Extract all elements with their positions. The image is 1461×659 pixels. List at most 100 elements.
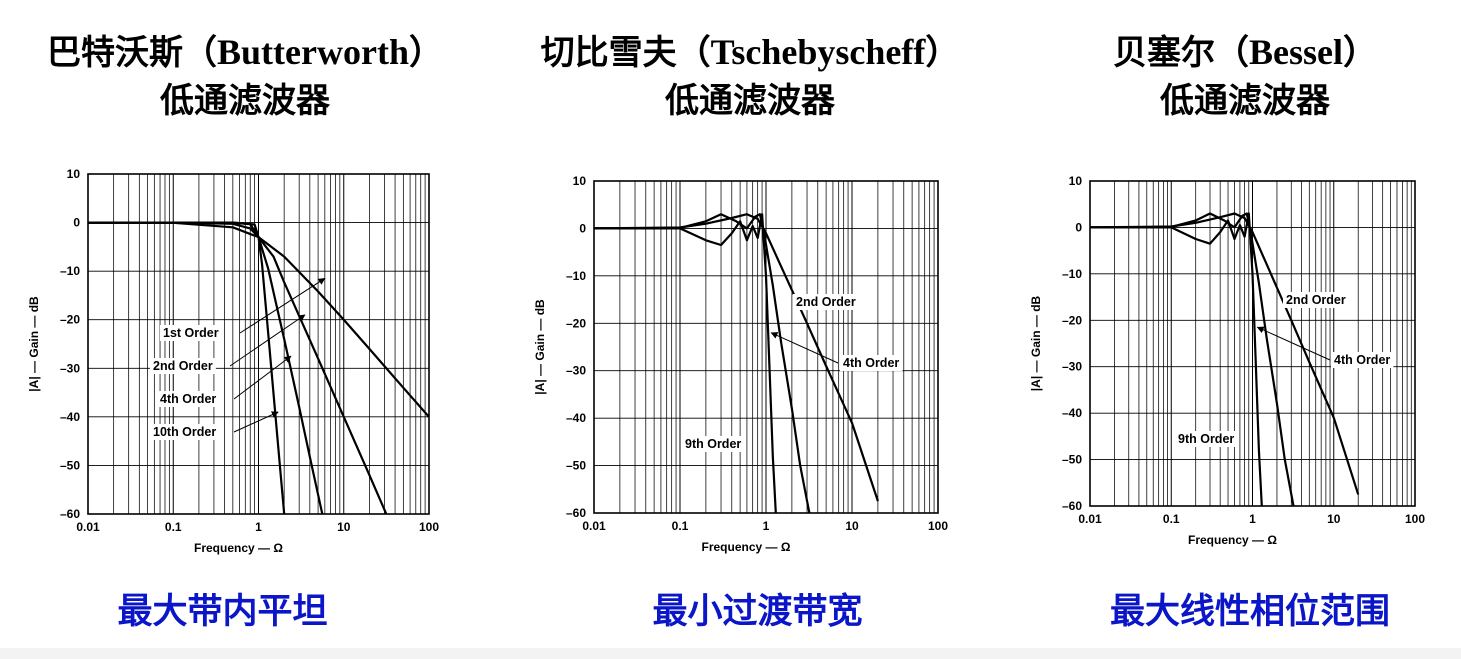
curve-4th-order [1090, 212, 1295, 507]
x-tick-label: 10 [845, 519, 859, 533]
curve-label-bg [1331, 352, 1394, 368]
y-tick-label: –40 [60, 410, 80, 424]
curve-label-bg [157, 391, 220, 407]
plot-frame [87, 173, 430, 515]
butterworth-chart: 100–10–20–30–40–50–600.01 0.1 1 10 100Freque… [27, 167, 439, 555]
grid [594, 180, 938, 514]
curve-label: 2nd Order [153, 359, 213, 373]
x-tick-label: 100 [419, 520, 439, 534]
curve-9th-order [594, 213, 777, 514]
x-axis-label: Frequency — Ω [702, 540, 791, 554]
title-line2: 低通滤波器 [160, 81, 330, 121]
curve-label-arrow [239, 278, 326, 334]
y-tick-label: –20 [1062, 313, 1082, 327]
y-axis-label: |A| — Gain — dB [1029, 295, 1043, 391]
title-cn: 切比雪夫（ [540, 33, 711, 73]
y-tick-label: –40 [1062, 406, 1082, 420]
curve-2nd-order [1090, 212, 1360, 495]
title-en: Bessel [1249, 32, 1343, 72]
x-tick-label: 1 [255, 520, 262, 534]
curve-label: 9th Order [1178, 432, 1234, 446]
x-axis-label: Frequency — Ω [194, 541, 283, 555]
title-cn: 巴特沃斯（ [47, 33, 218, 73]
bottom-strip [0, 648, 1461, 659]
curve-label: 2nd Order [1286, 293, 1346, 307]
curve-label: 2nd Order [796, 295, 856, 309]
curve-label-bg [840, 355, 903, 371]
title-close: ） [925, 33, 960, 73]
curve-label-bg [150, 424, 220, 440]
curve-label-arrow [233, 411, 279, 433]
curve-1st-order [88, 221, 429, 418]
x-tick-label: 0.01 [582, 519, 606, 533]
x-axis-label: Frequency — Ω [1188, 533, 1277, 547]
curve-label-arrow [1256, 326, 1331, 361]
curve-label: 4th Order [1334, 353, 1390, 367]
butterworth-title: 巴特沃斯（Butterworth） 低通滤波器 [0, 28, 490, 125]
y-tick-label: 0 [1075, 220, 1082, 234]
curve-label-arrow [233, 355, 292, 400]
y-tick-label: –50 [1062, 453, 1082, 467]
y-tick-label: –10 [60, 264, 80, 278]
curve-label: 4th Order [160, 392, 216, 406]
y-tick-label: –30 [1062, 360, 1082, 374]
x-tick-label: 1 [1249, 512, 1256, 526]
curve-label: 4th Order [843, 356, 899, 370]
y-axis-label: |A| — Gain — dB [533, 299, 547, 395]
curve-label-bg [150, 358, 216, 374]
title-line2: 低通滤波器 [665, 81, 835, 121]
curve-label-arrow [229, 314, 306, 367]
curve-2nd-order [594, 213, 879, 502]
y-tick-label: –50 [566, 459, 586, 473]
y-tick-label: 0 [73, 216, 80, 230]
x-tick-label: 0.01 [1078, 512, 1102, 526]
y-tick-label: –30 [566, 364, 586, 378]
curve-9th-order [1090, 212, 1263, 507]
curve-label-bg [1175, 431, 1238, 447]
x-tick-label: 0.1 [165, 520, 182, 534]
curve-label-bg [793, 294, 859, 310]
grid [88, 173, 429, 515]
curve-label-bg [1283, 292, 1349, 308]
y-tick-label: 10 [67, 167, 81, 181]
x-tick-label: 1 [763, 519, 770, 533]
tschebyscheff-chart: 100–10–20–30–40–50–600.01 0.1 1 10 100Freque… [533, 174, 948, 554]
y-tick-label: –60 [566, 506, 586, 520]
title-close: ） [1343, 33, 1377, 73]
butterworth-subtitle: 最大带内平坦 [117, 592, 328, 632]
title-line2: 低通滤波器 [1160, 81, 1330, 121]
x-tick-label: 10 [1327, 512, 1341, 526]
x-tick-label: 0.1 [1163, 512, 1180, 526]
plot-frame [593, 180, 939, 514]
y-tick-label: 10 [1069, 174, 1083, 188]
bessel-chart: 100–10–20–30–40–50–600.01 0.1 1 10 100Freque… [1029, 174, 1425, 547]
curve-label: 9th Order [685, 437, 741, 451]
y-tick-label: 0 [579, 221, 586, 235]
y-tick-label: –50 [60, 458, 80, 472]
curve-label: 10th Order [153, 425, 216, 439]
y-tick-label: –60 [1062, 499, 1082, 513]
y-tick-label: –40 [566, 411, 586, 425]
x-tick-label: 0.1 [672, 519, 689, 533]
title-en: Butterworth [217, 32, 409, 72]
grid [1090, 180, 1415, 507]
y-tick-label: –10 [566, 269, 586, 283]
title-cn: 贝塞尔（ [1113, 33, 1249, 73]
curve-label: 1st Order [163, 326, 219, 340]
curve-label-arrow [770, 332, 839, 364]
y-axis-label: |A| — Gain — dB [27, 296, 41, 392]
title-close: ） [408, 33, 443, 73]
title-en: Tschebyscheff [710, 32, 926, 72]
y-tick-label: –20 [566, 316, 586, 330]
bessel-subtitle: 最大线性相位范围 [1109, 592, 1390, 632]
x-tick-label: 10 [337, 520, 351, 534]
plot-frame [1089, 180, 1416, 507]
y-tick-label: –60 [60, 507, 80, 521]
bessel-title: 贝塞尔（Bessel） 低通滤波器 [1000, 28, 1461, 125]
tschebyscheff-title: 切比雪夫（Tschebyscheff） 低通滤波器 [505, 28, 995, 125]
x-tick-label: 0.01 [76, 520, 100, 534]
y-tick-label: –30 [60, 361, 80, 375]
x-tick-label: 100 [928, 519, 948, 533]
x-tick-label: 100 [1405, 512, 1425, 526]
y-tick-label: –20 [60, 313, 80, 327]
